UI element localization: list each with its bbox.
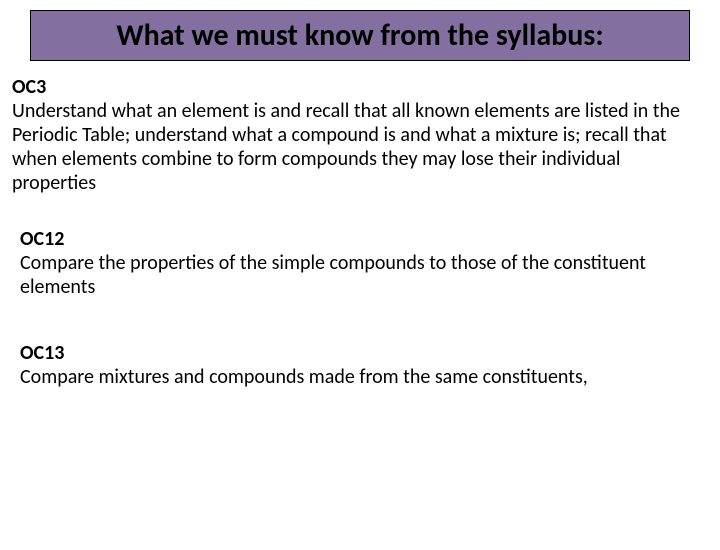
section-code-oc13: OC13: [20, 341, 700, 365]
section-body-oc13: Compare mixtures and compounds made from…: [20, 365, 700, 389]
section-oc12: OC12 Compare the properties of the simpl…: [0, 227, 720, 299]
section-code-oc3: OC3: [12, 75, 708, 99]
section-code-oc12: OC12: [20, 227, 700, 251]
section-body-oc12: Compare the properties of the simple com…: [20, 251, 700, 299]
section-oc13: OC13 Compare mixtures and compounds made…: [0, 341, 720, 389]
header-title: What we must know from the syllabus:: [51, 17, 669, 54]
section-body-oc3: Understand what an element is and recall…: [12, 99, 708, 195]
section-oc3: OC3 Understand what an element is and re…: [0, 75, 720, 195]
header-banner: What we must know from the syllabus:: [30, 10, 690, 61]
